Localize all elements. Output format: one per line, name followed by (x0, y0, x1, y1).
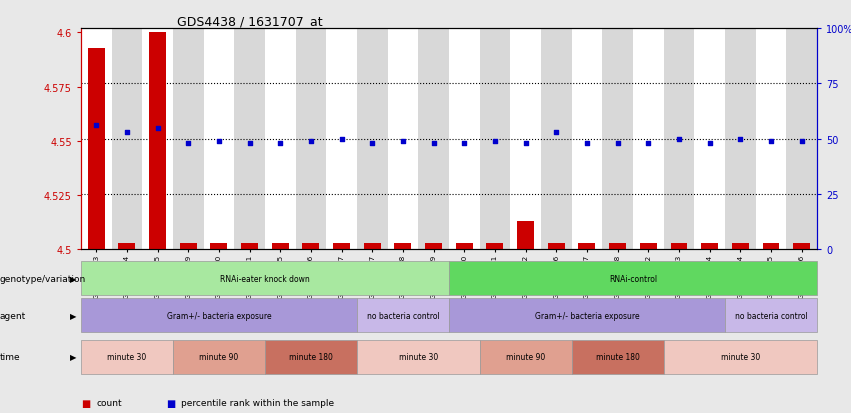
Point (212, 138, 226, 145)
Text: ■: ■ (81, 398, 90, 408)
Text: RNAi-eater knock down: RNAi-eater knock down (220, 274, 310, 283)
Point (334, 136, 348, 142)
Text: ▶: ▶ (70, 311, 77, 320)
Bar (548, 243, 565, 250)
Text: minute 30: minute 30 (398, 352, 438, 361)
Text: no bacteria control: no bacteria control (734, 311, 808, 320)
Text: ■: ■ (166, 398, 175, 408)
Point (89, 123, 103, 129)
Bar (517, 222, 534, 250)
Bar (333, 243, 350, 250)
Bar (241, 243, 258, 250)
Text: minute 180: minute 180 (596, 352, 640, 361)
Bar (363, 243, 380, 250)
Bar (326, 29, 357, 250)
Point (764, 138, 778, 145)
Bar (694, 29, 725, 250)
Bar (426, 243, 442, 250)
Point (243, 140, 256, 147)
Bar (142, 29, 173, 250)
Point (488, 138, 502, 145)
Bar (671, 243, 688, 250)
Text: RNAi-control: RNAi-control (608, 274, 657, 283)
Text: ▶: ▶ (70, 274, 77, 283)
Bar (173, 29, 203, 250)
Point (426, 140, 440, 147)
Text: ▶: ▶ (70, 352, 77, 361)
Text: genotype/variation: genotype/variation (0, 274, 86, 283)
Bar (118, 243, 135, 250)
Bar (295, 29, 326, 250)
Point (304, 138, 317, 145)
Bar (541, 29, 572, 250)
Bar (633, 29, 664, 250)
Bar (395, 243, 411, 250)
Point (396, 138, 409, 145)
Point (703, 140, 717, 147)
Bar (180, 243, 197, 250)
Bar (793, 243, 810, 250)
Bar (664, 29, 694, 250)
Bar (111, 29, 142, 250)
Bar (640, 243, 657, 250)
Text: minute 90: minute 90 (506, 352, 545, 361)
Point (458, 140, 471, 147)
Text: Gram+/- bacteria exposure: Gram+/- bacteria exposure (534, 311, 639, 320)
Point (273, 140, 287, 147)
Bar (387, 29, 418, 250)
Bar (357, 29, 387, 250)
Bar (701, 243, 718, 250)
Text: no bacteria control: no bacteria control (367, 311, 439, 320)
Text: agent: agent (0, 311, 26, 320)
Bar (480, 29, 511, 250)
Point (151, 125, 164, 132)
Point (795, 138, 808, 145)
Point (611, 140, 625, 147)
Point (550, 129, 563, 136)
Text: Gram+/- bacteria exposure: Gram+/- bacteria exposure (167, 311, 271, 320)
Bar (579, 243, 596, 250)
Text: minute 30: minute 30 (107, 352, 146, 361)
Point (181, 140, 195, 147)
Text: time: time (0, 352, 20, 361)
Bar (756, 29, 786, 250)
Bar (265, 29, 295, 250)
Bar (210, 243, 227, 250)
Bar (456, 243, 472, 250)
Bar (448, 29, 480, 250)
Text: minute 180: minute 180 (289, 352, 333, 361)
Bar (487, 243, 503, 250)
Bar (511, 29, 541, 250)
Point (365, 140, 379, 147)
Bar (302, 243, 319, 250)
Bar (418, 29, 448, 250)
Bar (203, 29, 234, 250)
Text: GDS4438 / 1631707_at: GDS4438 / 1631707_at (176, 15, 323, 28)
Point (642, 140, 655, 147)
Text: percentile rank within the sample: percentile rank within the sample (181, 398, 334, 407)
Bar (762, 243, 780, 250)
Bar (609, 243, 626, 250)
Bar (81, 29, 111, 250)
Bar (786, 29, 817, 250)
Bar (271, 243, 288, 250)
Bar (603, 29, 633, 250)
Bar (725, 29, 756, 250)
Bar (88, 48, 105, 250)
Point (734, 136, 747, 142)
Point (672, 136, 686, 142)
Text: minute 30: minute 30 (721, 352, 760, 361)
Point (519, 140, 533, 147)
Bar (149, 33, 166, 250)
Point (580, 140, 594, 147)
Bar (234, 29, 265, 250)
Point (120, 129, 134, 136)
Text: count: count (96, 398, 122, 407)
Bar (572, 29, 603, 250)
Bar (732, 243, 749, 250)
Text: minute 90: minute 90 (199, 352, 238, 361)
